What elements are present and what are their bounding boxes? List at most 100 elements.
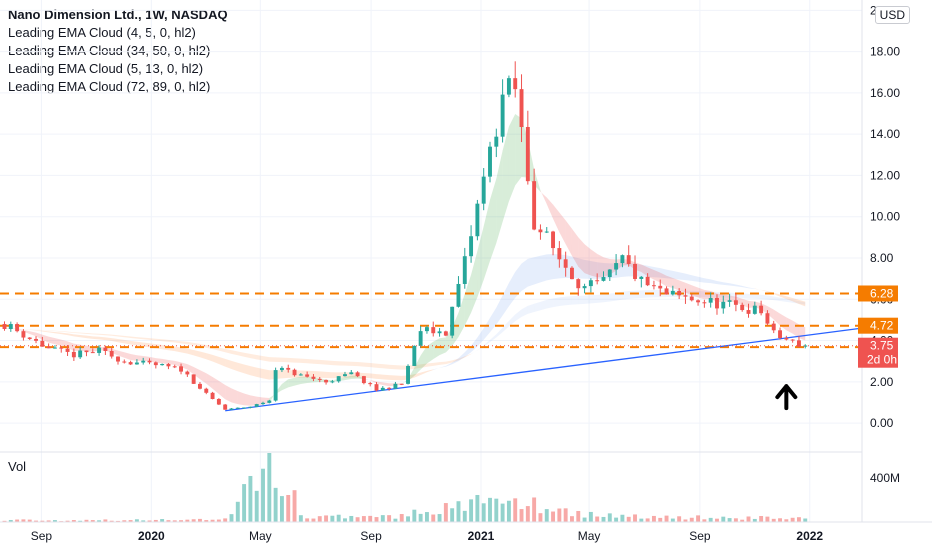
candle-body [286,367,291,370]
candle-body [702,302,707,304]
volume-bar [267,453,272,522]
ema-cloud-34-50 [250,366,257,377]
level-price-tag [858,285,898,302]
volume-bar [15,519,20,522]
ema-cloud-72-89 [452,358,459,363]
candle-body [651,285,656,287]
ema-cloud-72-89 [86,333,93,335]
trendline-line[interactable] [225,327,863,412]
volume-bar [670,518,675,522]
ema-cloud-72-89 [502,320,509,333]
candle-body [418,331,423,346]
volume-bar [677,516,682,522]
ema-cloud-34-50 [370,373,377,379]
volume-bar [343,518,347,522]
arrow-up-icon[interactable] [775,384,798,411]
candle-body [551,231,556,249]
ema-cloud-5-13 [704,289,711,300]
ema-cloud-34-50 [754,288,762,290]
volume-label: Vol [8,459,27,474]
candle-body [34,338,38,341]
ema-cloud-34-50 [117,339,125,344]
ema-cloud-34-50 [515,263,522,298]
candle-body [374,384,379,391]
volume-bar [103,519,108,522]
ema-cloud-34-50 [527,257,535,287]
ema-cloud-34-50 [534,255,541,285]
volume-bar [298,515,303,522]
ema-cloud-5-13 [23,329,30,335]
ema-cloud-72-89 [546,298,554,309]
ema-cloud-34-50 [622,262,629,277]
candle-body [311,376,316,379]
ema-cloud-72-89 [42,329,49,331]
ema-cloud-5-13 [67,341,74,351]
ema-cloud-34-50 [489,307,497,333]
time-tick-label: Sep [31,529,53,543]
candle-body [78,350,83,358]
ema-cloud-72-89 [237,351,245,357]
volume-bar [431,514,436,522]
currency-button[interactable]: USD [874,6,910,24]
ema-cloud-72-89 [395,365,402,370]
ema-cloud-34-50 [426,369,434,373]
trendline[interactable] [225,327,863,412]
ema-cloud-72-89 [773,296,781,302]
candle-body [349,372,354,375]
ema-cloud-72-89 [792,299,799,304]
candle-body [664,288,669,295]
ema-cloud-72-89 [149,338,156,341]
indicator-label[interactable]: Leading EMA Cloud (4, 5, 0, hl2) [8,25,196,40]
candle-body [71,351,76,358]
ema-cloud-72-89 [338,361,345,366]
volume-bar [759,516,764,522]
ema-cloud-5-13 [199,370,207,384]
volume-bar [494,498,499,522]
volume-bar [778,518,782,522]
ema-cloud-72-89 [780,297,787,302]
indicator-label[interactable]: Leading EMA Cloud (5, 13, 0, hl2) [8,61,204,76]
volume-bar [582,517,587,522]
ema-cloud-72-89 [319,359,327,365]
volume-bar [78,520,83,522]
volume-bar [588,511,593,522]
candle-body [160,364,165,366]
ema-cloud-5-13 [370,379,377,384]
volume-bar [462,510,467,522]
ema-cloud-72-89 [244,352,251,359]
volume-bar [500,503,505,522]
ema-cloud-5-13 [117,350,125,358]
ema-cloud-5-13 [578,237,585,274]
ema-cloud-34-50 [546,254,554,281]
ema-cloud-5-13 [48,336,55,345]
candle-body [2,324,7,329]
ema-cloud-34-50 [439,365,446,368]
candle-body [15,324,20,332]
candle-body [443,331,448,336]
volume-bar [223,518,228,522]
ema-cloud-72-89 [307,359,314,364]
ema-cloud-72-89 [445,360,453,365]
indicator-label[interactable]: Leading EMA Cloud (34, 50, 0, hl2) [8,43,211,58]
candle-body [235,407,240,409]
ema-cloud-5-13 [382,382,390,387]
ema-cloud-34-50 [508,271,516,307]
volume-bar [702,519,707,522]
volume-bar [179,520,184,522]
ema-cloud-72-89 [420,363,427,368]
candle-body [134,362,139,365]
volume-bar [614,517,619,522]
ema-cloud-5-13 [155,358,163,364]
candle-body [90,352,95,354]
time-tick-label: May [249,529,272,543]
ema-cloud-72-89 [357,362,364,367]
ema-cloud-72-89 [464,353,472,358]
volume-bar [166,520,171,522]
ema-cloud-5-13 [786,317,793,334]
ema-cloud-72-89 [162,339,169,342]
ema-cloud-5-13 [281,379,289,391]
indicator-label[interactable]: Leading EMA Cloud (72, 89, 0, hl2) [8,79,211,94]
ema-cloud-5-13 [660,272,667,287]
ema-cloud-34-50 [641,264,648,277]
